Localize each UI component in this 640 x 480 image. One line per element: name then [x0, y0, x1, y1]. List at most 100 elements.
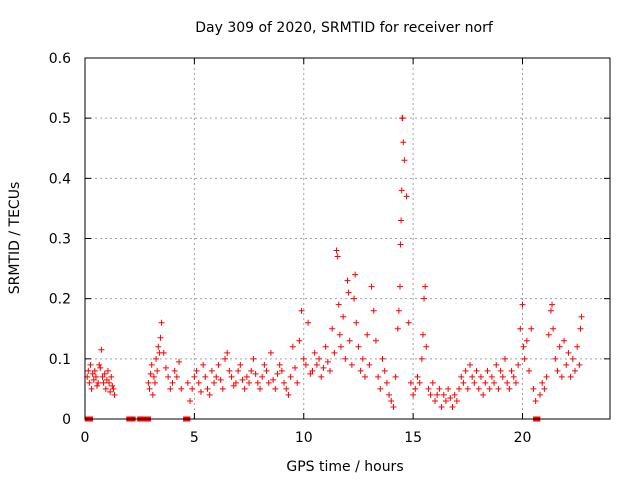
data-point — [565, 349, 572, 356]
data-point — [289, 343, 296, 350]
data-point — [204, 385, 211, 392]
data-point — [416, 379, 423, 386]
data-point — [327, 367, 333, 374]
data-point — [471, 379, 478, 386]
data-point — [398, 217, 405, 224]
data-point — [502, 355, 508, 362]
data-point — [211, 379, 218, 386]
data-point — [109, 382, 116, 389]
data-point — [577, 325, 584, 332]
data-point — [464, 385, 471, 392]
data-point — [152, 379, 158, 386]
data-point — [167, 385, 174, 392]
data-point — [305, 319, 312, 326]
data-point — [333, 247, 340, 254]
data-point — [153, 355, 160, 362]
data-point — [335, 301, 342, 308]
data-point — [283, 385, 290, 392]
data-point — [155, 343, 162, 350]
data-point — [230, 382, 237, 389]
data-point — [434, 391, 441, 398]
data-point — [226, 367, 233, 374]
data-point — [149, 391, 156, 398]
data-point — [309, 367, 316, 374]
data-point — [482, 379, 489, 386]
data-point — [100, 379, 107, 386]
data-point — [351, 295, 358, 302]
data-point — [355, 343, 362, 350]
chart-title: Day 309 of 2020, SRMTID for receiver nor… — [195, 20, 494, 36]
data-point — [106, 379, 113, 386]
data-point — [523, 337, 530, 344]
data-point — [407, 379, 414, 386]
data-point — [162, 364, 169, 371]
data-point — [292, 364, 298, 371]
data-point — [403, 193, 410, 200]
data-point — [392, 373, 399, 380]
data-point — [95, 379, 102, 386]
data-point — [91, 367, 98, 374]
data-point — [215, 361, 222, 368]
data-point — [520, 343, 527, 350]
data-point — [499, 373, 506, 380]
data-point — [213, 373, 220, 380]
data-point — [232, 379, 239, 386]
data-point — [372, 337, 379, 344]
data-point — [569, 355, 576, 362]
data-point — [87, 361, 94, 368]
data-point — [394, 325, 401, 332]
x-tick-label: 20 — [514, 430, 532, 446]
data-point — [353, 319, 360, 326]
data-point — [440, 391, 447, 398]
data-point — [506, 385, 513, 392]
data-point — [276, 361, 283, 368]
data-point — [366, 361, 373, 368]
data-point — [493, 361, 500, 368]
data-point — [364, 331, 371, 338]
data-point — [473, 367, 480, 374]
data-point — [484, 367, 491, 374]
data-point — [248, 367, 255, 374]
data-point — [438, 403, 445, 410]
data-point — [388, 397, 395, 404]
data-point — [329, 325, 336, 332]
data-point — [331, 349, 338, 356]
data-point — [539, 379, 546, 386]
data-point — [414, 373, 421, 380]
data-point — [278, 367, 285, 374]
data-point — [219, 385, 226, 392]
data-point — [549, 301, 556, 308]
data-point — [252, 370, 259, 377]
data-point — [348, 361, 355, 368]
data-point — [336, 331, 343, 338]
data-point — [92, 373, 99, 380]
y-tick-label: 0.2 — [49, 292, 71, 308]
data-point — [422, 283, 429, 290]
data-point — [176, 358, 183, 365]
data-point — [386, 391, 393, 398]
data-point — [504, 379, 511, 386]
data-point — [300, 355, 307, 362]
data-point — [274, 370, 281, 377]
data-point — [381, 367, 388, 374]
data-point — [263, 367, 270, 374]
data-point — [458, 373, 465, 380]
data-point — [202, 373, 209, 380]
data-point — [158, 319, 165, 326]
y-tick-label: 0.3 — [49, 232, 71, 248]
data-point — [307, 370, 314, 377]
data-point — [480, 391, 487, 398]
data-point — [298, 307, 305, 314]
data-point — [447, 394, 454, 401]
data-point — [510, 373, 517, 380]
data-point — [377, 385, 384, 392]
x-axis-label: GPS time / hours — [286, 459, 403, 475]
data-point — [171, 367, 178, 374]
data-point — [512, 379, 519, 386]
y-axis-label: SRMTID / TECUs — [7, 182, 23, 295]
data-point — [543, 373, 550, 380]
data-point — [160, 349, 167, 356]
data-point — [265, 379, 272, 386]
data-point — [418, 355, 425, 362]
